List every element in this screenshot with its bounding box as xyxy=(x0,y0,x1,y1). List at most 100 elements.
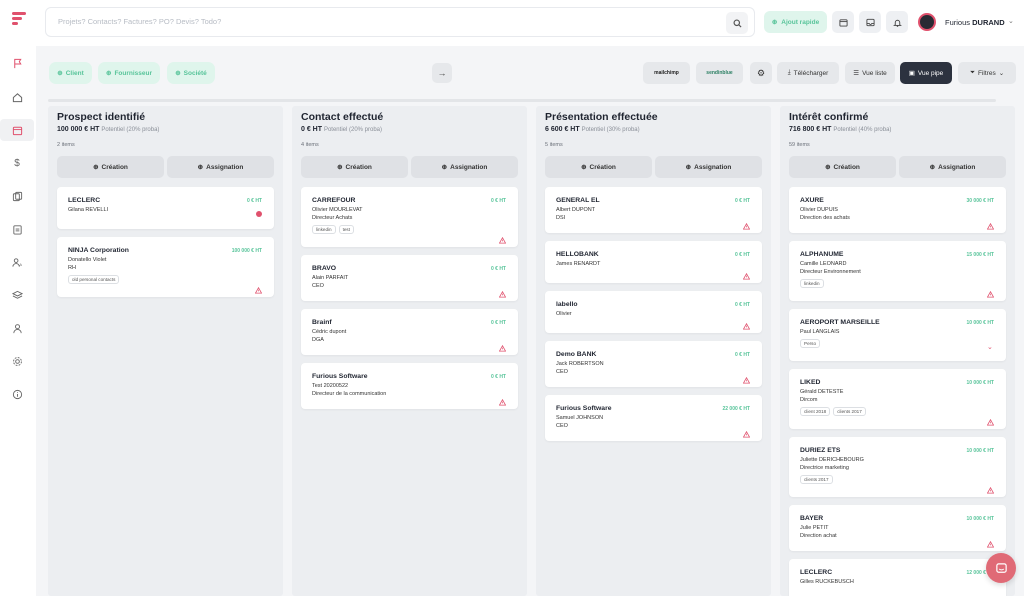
assign-button[interactable]: ⊕ Assignation xyxy=(655,156,762,178)
tag[interactable]: linkedin xyxy=(800,279,824,288)
deal-tags: linkedin xyxy=(800,279,824,288)
assign-button[interactable]: ⊕ Assignation xyxy=(167,156,274,178)
deal-card[interactable]: labello 0 € HT Olivier xyxy=(545,291,762,333)
calendar-button[interactable] xyxy=(832,11,854,33)
deal-amount: 10 000 € HT xyxy=(966,380,994,386)
deal-card[interactable]: Brainf 0 € HT Cédric dupont DGA xyxy=(301,309,518,355)
quick-add-button[interactable]: ⊕ Ajout rapide xyxy=(764,11,827,33)
deal-card[interactable]: AXURE 30 000 € HT Olivier DUPUIS Direction … xyxy=(789,187,1006,233)
deal-card[interactable]: LECLERC 12 000 € HT Gilles RUCKEBUSCH xyxy=(789,559,1006,596)
deal-detail: Test 20200522 xyxy=(312,383,349,389)
board-icon: ▣ xyxy=(908,70,915,77)
arrow-right-icon: → xyxy=(437,68,447,78)
column-amount: 716 800 € HT Potentiel (40% proba) xyxy=(789,126,892,133)
deal-card[interactable]: HELLOBANK 0 € HT James RENARDT xyxy=(545,241,762,283)
info-icon[interactable] xyxy=(6,383,28,405)
filter-chip-societe[interactable]: ⊕ Société xyxy=(167,62,215,84)
horizontal-scrollbar[interactable] xyxy=(48,99,996,102)
notifications-button[interactable] xyxy=(886,11,908,33)
copy-icon[interactable] xyxy=(6,185,28,207)
column-title: Intérêt confirmé xyxy=(789,111,869,123)
column-title: Prospect identifié xyxy=(57,111,146,123)
create-button[interactable]: ⊕ Création xyxy=(789,156,896,178)
search-icon[interactable] xyxy=(726,12,748,34)
deal-card[interactable]: NINJA Corporation 100 000 € HT Donatello V… xyxy=(57,237,274,297)
deal-amount: 0 € HT xyxy=(490,320,506,326)
deal-card[interactable]: DURIEZ ETS 10 000 € HT Juliette DERICHEBOU… xyxy=(789,437,1006,497)
filters-button[interactable]: ⏷ Filtres ⌄ xyxy=(958,62,1016,84)
deal-company: GENERAL EL xyxy=(556,197,600,204)
download-button[interactable]: ⤓ Télécharger xyxy=(777,62,839,84)
deal-detail: James RENARDT xyxy=(556,261,601,267)
user-icon[interactable] xyxy=(6,317,28,339)
global-search[interactable] xyxy=(45,7,755,37)
deal-detail: RH xyxy=(68,265,76,271)
create-button[interactable]: ⊕ Création xyxy=(57,156,164,178)
chat-button[interactable] xyxy=(986,553,1016,583)
mailchimp-button[interactable]: mailchimp xyxy=(643,62,690,84)
arrow-right-button[interactable]: → xyxy=(432,63,452,83)
assign-button[interactable]: ⊕ Assignation xyxy=(411,156,518,178)
dollar-icon[interactable]: $ xyxy=(14,157,20,169)
column-background xyxy=(48,106,283,596)
deal-card[interactable]: Furious Software 0 € HT Test 20200522 Direc… xyxy=(301,363,518,409)
warning-icon xyxy=(742,317,751,330)
warning-icon xyxy=(742,371,751,384)
deal-company: CARREFOUR xyxy=(312,197,356,204)
flag-icon[interactable] xyxy=(6,52,28,74)
deal-card[interactable]: LECLERC 0 € HT Gilana REVELLI xyxy=(57,187,274,229)
user-name[interactable]: Furious DURAND xyxy=(945,18,1005,27)
avatar[interactable] xyxy=(918,13,936,31)
deal-company: NINJA Corporation xyxy=(68,247,129,254)
column-count: 5 items xyxy=(545,142,563,148)
deal-detail: Direction achat xyxy=(800,533,837,539)
create-button[interactable]: ⊕ Création xyxy=(545,156,652,178)
inbox-button[interactable] xyxy=(859,11,881,33)
list-view-button[interactable]: ☰ Vue liste xyxy=(845,62,895,84)
deal-detail: Alain PARFAIT xyxy=(312,275,349,281)
deal-detail: Directeur Environnement xyxy=(800,269,861,275)
chevron-down-icon[interactable]: ⌄ xyxy=(1008,18,1014,25)
deal-detail: Julie PETIT xyxy=(800,525,829,531)
gear-icon[interactable] xyxy=(6,350,28,372)
sendinblue-button[interactable]: sendinblue xyxy=(696,62,743,84)
deal-card[interactable]: BAYER 10 000 € HT Julie PETIT Direction ach… xyxy=(789,505,1006,551)
settings-button[interactable]: ⚙ xyxy=(750,62,772,84)
filter-chip-fournisseur[interactable]: ⊕ Fournisseur xyxy=(98,62,160,84)
tag[interactable]: Perso xyxy=(800,339,821,348)
tag[interactable]: clients 2017 xyxy=(800,475,833,484)
pipe-view-button[interactable]: ▣ Vue pipe xyxy=(900,62,952,84)
column-count: 2 items xyxy=(57,142,75,148)
deal-company: BAYER xyxy=(800,515,824,522)
assign-button[interactable]: ⊕ Assignation xyxy=(899,156,1006,178)
deal-card[interactable]: Furious Software 22 000 € HT Samuel JOHNSO… xyxy=(545,395,762,441)
pipeline-column: Prospect identifié 100 000 € HT Potentiel… xyxy=(48,106,283,596)
deal-amount: 15 000 € HT xyxy=(966,252,994,258)
deal-company: Furious Software xyxy=(556,405,612,412)
contacts-icon[interactable]: A xyxy=(6,251,28,273)
home-icon[interactable] xyxy=(6,86,28,108)
deal-card[interactable]: AEROPORT MARSEILLE 10 000 € HT Paul LANGLA… xyxy=(789,309,1006,361)
calendar-nav-icon[interactable] xyxy=(0,119,34,141)
tag[interactable]: old personal contacts xyxy=(68,275,120,284)
warning-icon xyxy=(986,535,995,548)
deal-card[interactable]: LIKED 10 000 € HT Gérald DETESTE Dircom clie… xyxy=(789,369,1006,429)
clipboard-icon[interactable] xyxy=(6,218,28,240)
app-logo[interactable] xyxy=(12,12,26,30)
layers-icon[interactable] xyxy=(6,284,28,306)
tag[interactable]: test xyxy=(338,225,354,234)
filter-chip-client[interactable]: ⊕ Client xyxy=(49,62,92,84)
deal-card[interactable]: Demo BANK 0 € HT Jack ROBERTSON CEO xyxy=(545,341,762,387)
tag[interactable]: clients 2017 xyxy=(833,407,866,416)
create-button[interactable]: ⊕ Création xyxy=(301,156,408,178)
search-input[interactable] xyxy=(58,17,698,26)
deal-card[interactable]: ALPHANUME 15 000 € HT Camille LEONARD Direc… xyxy=(789,241,1006,301)
chevron-down-icon[interactable]: ⌄ xyxy=(987,344,993,351)
tag[interactable]: client 2018 xyxy=(800,407,831,416)
tag[interactable]: linkedin xyxy=(312,225,336,234)
plus-circle-icon: ⊕ xyxy=(825,164,831,171)
deal-detail: Directeur Achats xyxy=(312,215,353,221)
deal-card[interactable]: GENERAL EL 0 € HT Albert DUPONT DSI xyxy=(545,187,762,233)
deal-card[interactable]: BRAVO 0 € HT Alain PARFAIT CEO xyxy=(301,255,518,301)
deal-card[interactable]: CARREFOUR 0 € HT Olivier MOURLEVAT Directeu… xyxy=(301,187,518,247)
